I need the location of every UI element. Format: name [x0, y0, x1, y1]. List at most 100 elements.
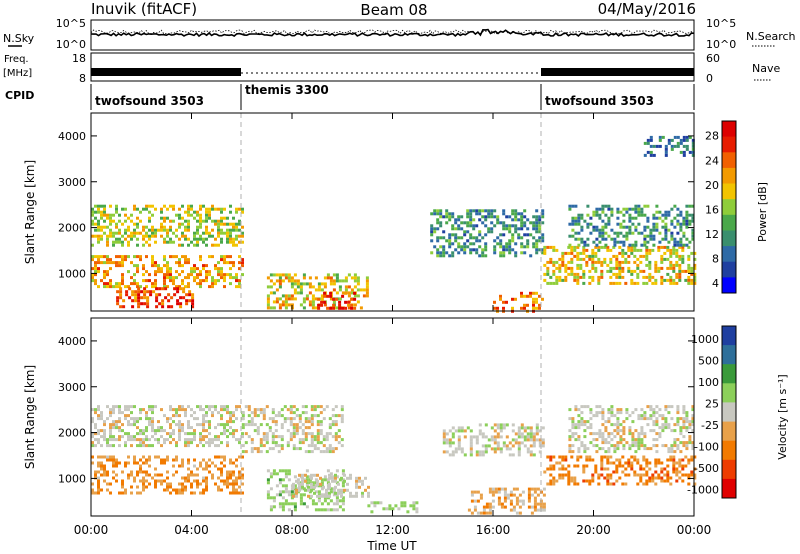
power-cell: [472, 209, 476, 213]
velocity-cell: [640, 408, 644, 412]
power-cell: [184, 225, 187, 229]
power-cell: [687, 275, 691, 279]
power-cell: [682, 135, 686, 139]
velocity-cell: [241, 455, 244, 459]
power-cell: [630, 281, 634, 285]
power-cell: [272, 291, 276, 295]
power-cell: [143, 296, 147, 300]
velocity-cell: [124, 491, 127, 495]
power-cell: [606, 245, 610, 249]
power-cell: [181, 234, 184, 238]
velocity-cell: [269, 472, 273, 476]
power-cell: [451, 251, 455, 255]
power-cell: [655, 222, 659, 226]
velocity-cell: [478, 432, 482, 436]
power-cell: [523, 294, 526, 298]
power-cell: [164, 287, 168, 291]
velocity-cell: [643, 432, 647, 436]
power-cell: [299, 288, 303, 292]
velocity-cell: [658, 435, 662, 439]
power-cell: [187, 276, 190, 280]
power-cell: [514, 209, 518, 213]
power-cell: [478, 212, 482, 216]
velocity-cell: [127, 414, 130, 418]
power-cell: [112, 285, 115, 289]
velocity-cell: [317, 490, 321, 494]
power-cell: [511, 212, 515, 216]
velocity-cell: [304, 411, 308, 415]
velocity-cell: [262, 444, 266, 448]
velocity-cell: [693, 467, 697, 471]
velocity-cell: [241, 411, 245, 415]
power-cell: [344, 279, 348, 283]
power-cell: [619, 231, 623, 235]
power-cell: [643, 225, 647, 229]
velocity-cell: [636, 482, 640, 486]
velocity-cell: [316, 438, 320, 442]
power-cell: [678, 272, 682, 276]
velocity-cell: [313, 485, 316, 489]
power-cell: [347, 294, 351, 298]
power-cell: [329, 279, 333, 283]
velocity-cell: [211, 438, 214, 442]
velocity-cell: [163, 458, 166, 462]
power-cell: [643, 243, 647, 247]
velocity-cell: [481, 453, 485, 457]
velocity-cell: [355, 491, 358, 495]
velocity-cell: [364, 476, 367, 480]
velocity-cell: [232, 473, 235, 477]
velocity-cell: [615, 458, 619, 462]
velocity-cell: [511, 438, 515, 442]
velocity-cell: [289, 408, 293, 412]
velocity-cell: [121, 491, 124, 495]
velocity-cell: [667, 450, 671, 454]
power-cell: [182, 287, 186, 291]
power-cell: [570, 266, 574, 270]
velocity-region-5: [367, 501, 419, 514]
power-cell: [661, 225, 665, 229]
power-cell: [172, 276, 175, 280]
power-cell: [109, 231, 112, 235]
power-cell: [666, 266, 670, 270]
velocity-cell: [649, 405, 653, 409]
velocity-cell: [637, 435, 641, 439]
velocity-cell: [301, 405, 305, 409]
power-cell: [199, 234, 202, 238]
power-cell: [622, 240, 626, 244]
velocity-cell: [688, 423, 692, 427]
velocity-cell: [241, 467, 244, 471]
velocity-cell: [610, 438, 614, 442]
power-cell: [505, 242, 509, 246]
velocity-cell: [109, 429, 112, 433]
velocity-cell: [601, 411, 605, 415]
power-cell: [142, 225, 145, 229]
velocity-cell: [130, 411, 133, 415]
power-cell: [154, 282, 157, 286]
velocity-cell: [199, 491, 202, 495]
velocity-cell: [612, 461, 616, 465]
velocity-cell: [278, 505, 282, 509]
power-cell: [573, 275, 577, 279]
velocity-cell: [286, 429, 290, 433]
velocity-cell: [582, 479, 586, 483]
velocity-cell: [109, 414, 112, 418]
velocity-cell: [634, 441, 638, 445]
velocity-cell: [634, 438, 638, 442]
velocity-cell: [314, 490, 318, 494]
velocity-cell: [154, 482, 157, 486]
velocity-cell: [290, 502, 294, 506]
velocity-cell: [607, 420, 611, 424]
power-cell: [94, 216, 97, 220]
power-cell: [520, 306, 523, 310]
velocity-cell: [181, 488, 184, 492]
velocity-cell: [549, 479, 553, 483]
velocity-cell: [601, 441, 605, 445]
power-cell: [136, 216, 139, 220]
velocity-cell: [130, 444, 133, 448]
power-cell: [97, 261, 100, 265]
velocity-cell: [532, 432, 536, 436]
velocity-cell: [166, 470, 169, 474]
velocity-cell: [238, 476, 241, 480]
power-cell: [652, 237, 656, 241]
power-cell: [131, 290, 135, 294]
